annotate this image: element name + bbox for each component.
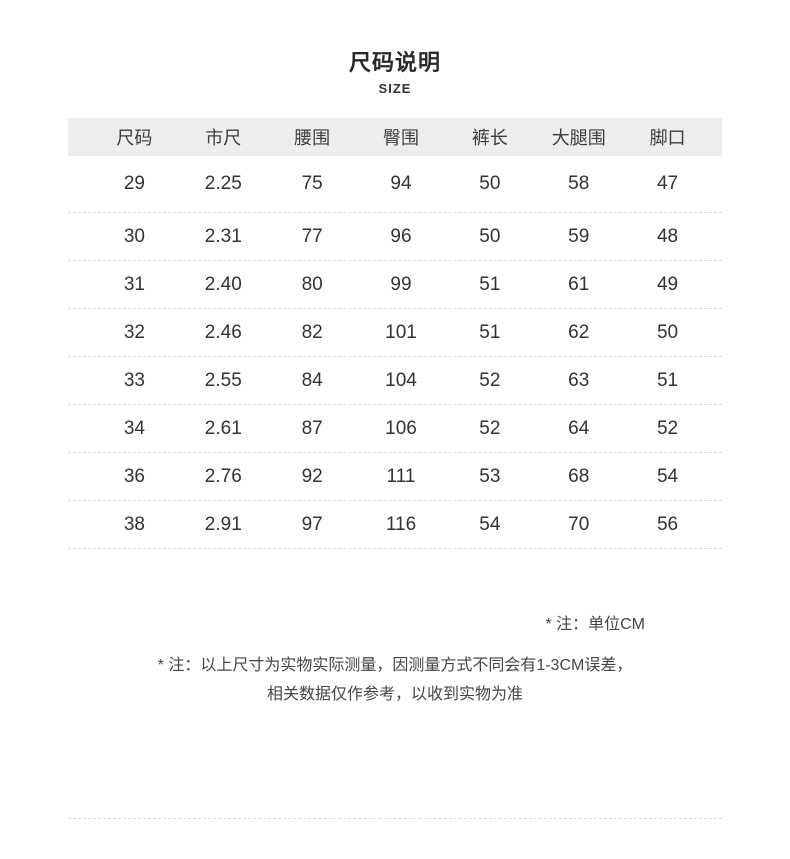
table-row: 31 2.40 80 99 51 61 49: [68, 261, 722, 309]
table-row: 30 2.31 77 96 50 59 48: [68, 213, 722, 261]
table-cell: 50: [479, 225, 501, 247]
table-cell: 51: [479, 273, 501, 295]
table-cell: 34: [123, 417, 145, 439]
page-title: 尺码说明: [348, 50, 441, 75]
table-cell: 49: [656, 273, 679, 295]
table-cell: 2.46: [204, 321, 242, 343]
header-cell-waist: 腰围: [294, 128, 331, 148]
table-cell: 2.40: [204, 273, 242, 295]
bottom-divider: [68, 818, 722, 819]
table-cell: 70: [568, 513, 590, 535]
table-cell: 104: [385, 369, 417, 391]
table-cell: 75: [301, 173, 323, 194]
header-cell-thigh: 大腿围: [551, 128, 606, 148]
table-cell: 2.76: [204, 465, 242, 487]
table-cell: 97: [301, 513, 323, 535]
table-cell: 2.25: [204, 173, 242, 194]
note-measurement-line2: 相关数据仅作参考，以收到实物为准: [266, 686, 523, 703]
table-row: 29 2.25 75 94 50 58 47: [68, 156, 722, 213]
table-cell: 101: [385, 321, 417, 343]
header-cell-hip: 臀围: [382, 128, 419, 148]
table-row: 33 2.55 84 104 52 63 51: [68, 357, 722, 405]
table-cell: 2.55: [204, 369, 242, 391]
table-cell: 54: [479, 513, 501, 535]
header-cell-chinese-feet: 市尺: [205, 128, 242, 148]
header-cell-leg-opening: 脚口: [649, 128, 686, 148]
table-cell: 31: [123, 273, 145, 295]
table-cell: 116: [385, 513, 417, 535]
table-cell: 32: [123, 321, 145, 343]
table-cell: 30: [123, 225, 145, 247]
table-cell: 2.61: [204, 417, 242, 439]
note-measurement: * 注：以上尺寸为实物实际测量，因测量方式不同会有1-3CM误差， 相关数据仅作…: [0, 651, 790, 709]
table-cell: 80: [301, 273, 323, 295]
table-cell: 64: [568, 417, 590, 439]
table-cell: 50: [656, 321, 679, 343]
table-cell: 99: [390, 273, 412, 295]
table-row: 36 2.76 92 111 53 68 54: [68, 453, 722, 501]
table-cell: 51: [479, 321, 501, 343]
table-row: 32 2.46 82 101 51 62 50: [68, 309, 722, 357]
table-cell: 52: [479, 417, 501, 439]
table-cell: 48: [656, 225, 679, 247]
table-row: 34 2.61 87 106 52 64 52: [68, 405, 722, 453]
table-row: 38 2.91 97 116 54 70 56: [68, 501, 722, 549]
header-cell-pants-length: 裤长: [471, 128, 508, 148]
table-cell: 82: [301, 321, 323, 343]
table-cell: 52: [656, 417, 679, 439]
table-cell: 87: [301, 417, 323, 439]
table-cell: 94: [390, 173, 412, 194]
table-cell: 68: [568, 465, 590, 487]
title-block: 尺码说明 SIZE: [0, 0, 790, 97]
size-table-header: 尺码 市尺 腰围 臀围 裤长 大腿围 脚口: [68, 118, 722, 156]
header-cell-size: 尺码: [116, 128, 153, 148]
table-cell: 111: [386, 465, 416, 487]
table-cell: 77: [301, 225, 323, 247]
table-cell: 33: [123, 369, 145, 391]
page-subtitle: SIZE: [378, 81, 412, 96]
size-table-body: 29 2.25 75 94 50 58 47 30 2.31 77 96 50 …: [68, 156, 722, 549]
table-cell: 63: [568, 369, 590, 391]
table-cell: 29: [123, 173, 145, 194]
table-cell: 2.31: [204, 225, 242, 247]
table-cell: 62: [568, 321, 590, 343]
table-cell: 61: [568, 273, 590, 295]
table-cell: 51: [656, 369, 679, 391]
table-cell: 47: [656, 173, 679, 194]
table-cell: 106: [385, 417, 417, 439]
table-cell: 54: [656, 465, 679, 487]
table-cell: 36: [123, 465, 145, 487]
table-cell: 53: [479, 465, 501, 487]
table-cell: 52: [479, 369, 501, 391]
table-cell: 56: [656, 513, 679, 535]
table-cell: 96: [390, 225, 412, 247]
note-unit: * 注：单位CM: [545, 616, 645, 633]
table-cell: 92: [301, 465, 323, 487]
table-cell: 38: [123, 513, 145, 535]
note-measurement-line1: * 注：以上尺寸为实物实际测量，因测量方式不同会有1-3CM误差，: [157, 657, 633, 674]
table-cell: 50: [479, 173, 501, 194]
table-cell: 59: [568, 225, 590, 247]
size-table: 尺码 市尺 腰围 臀围 裤长 大腿围 脚口 29 2.25 75 94 50 5…: [68, 118, 722, 549]
table-cell: 84: [301, 369, 323, 391]
table-cell: 58: [568, 173, 590, 194]
table-cell: 2.91: [204, 513, 242, 535]
